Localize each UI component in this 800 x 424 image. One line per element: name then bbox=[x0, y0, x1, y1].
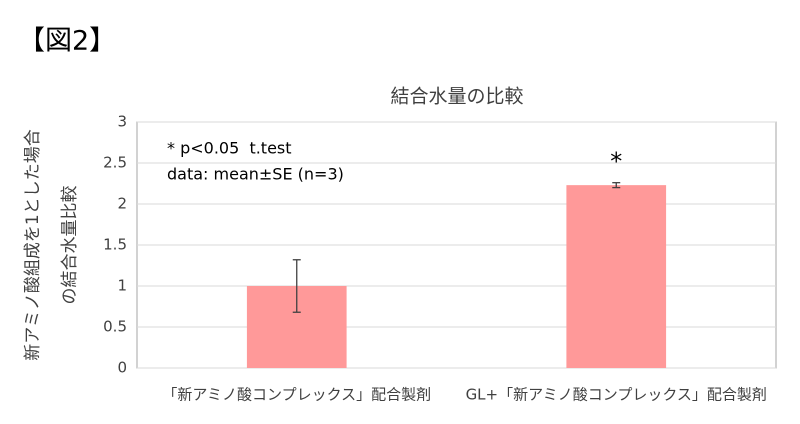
y-tick-label: 3 bbox=[117, 113, 127, 131]
y-axis-label: の結合水量比較 bbox=[60, 186, 80, 305]
figure-label: 【図2】 bbox=[18, 26, 116, 57]
y-tick-label: 2 bbox=[117, 195, 127, 213]
chart-title: 結合水量の比較 bbox=[390, 86, 523, 108]
y-tick-label: 1.5 bbox=[103, 236, 127, 254]
annotation: data: mean±SE (n=3) bbox=[167, 165, 344, 184]
y-tick-label: 1 bbox=[117, 277, 127, 295]
error-bar bbox=[612, 182, 621, 189]
x-tick-label: 「新アミノ酸コンプレックス」配合製剤 bbox=[162, 386, 431, 404]
annotation: * p<0.05 t.test bbox=[167, 139, 292, 158]
significance-mark: * bbox=[610, 148, 622, 176]
x-tick-label: GL+「新アミノ酸コンプレックス」配合製剤 bbox=[466, 386, 767, 404]
error-bar bbox=[292, 259, 301, 313]
y-tick-label: 0.5 bbox=[103, 318, 127, 336]
y-tick-label: 2.5 bbox=[103, 154, 127, 172]
bar bbox=[566, 185, 667, 368]
y-axis-label: 新アミノ酸組成を1とした場合 bbox=[23, 129, 43, 360]
y-tick-label: 0 bbox=[117, 359, 127, 377]
